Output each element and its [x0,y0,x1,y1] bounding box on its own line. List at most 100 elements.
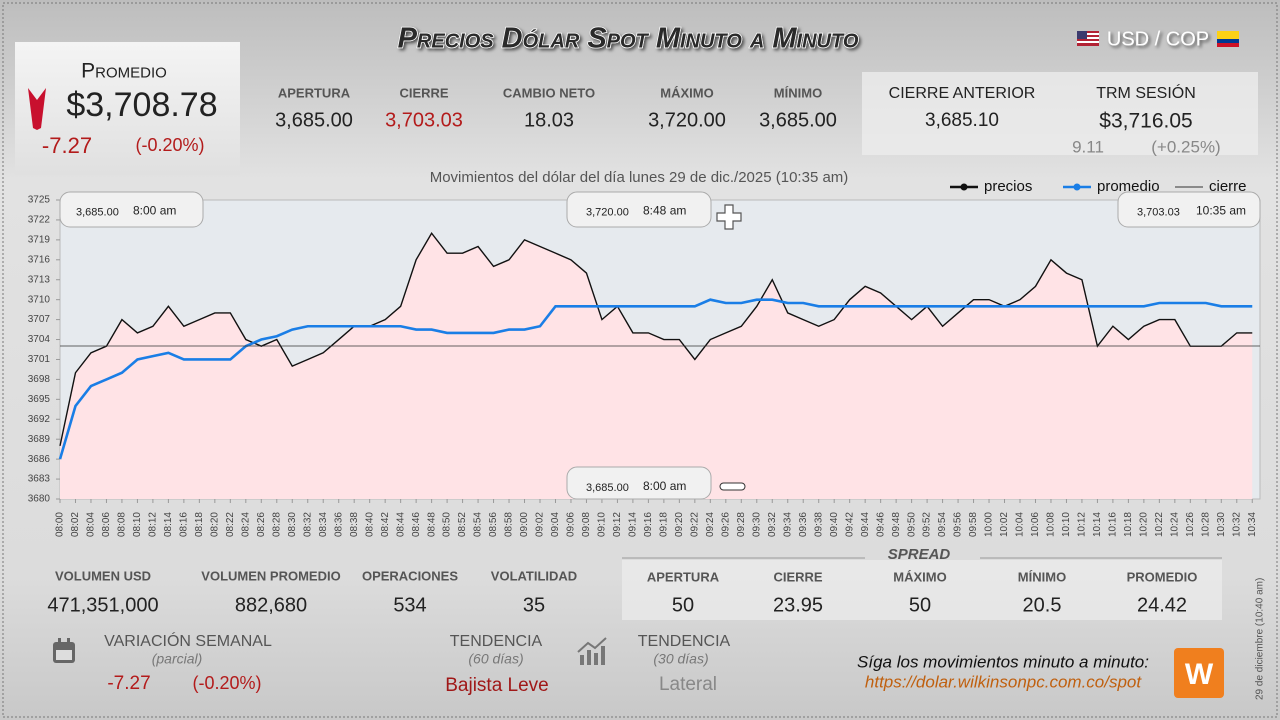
volume-label: VOLATILIDAD [491,568,577,583]
x-tick-label: 09:08 [581,512,592,537]
x-tick-label: 08:54 [473,512,484,537]
spread-value: 50 [909,594,931,616]
promedio-label: Promedio [81,60,167,83]
annotation-price: 3,685.00 [76,206,119,218]
x-tick-label: 08:40 [364,512,375,537]
trend30-value: Lateral [659,674,717,695]
promedio-box [15,42,240,175]
stat-value: 18.03 [524,109,574,131]
x-tick-label: 08:20 [209,512,220,537]
x-tick-label: 09:36 [798,512,809,537]
y-tick-label: 3713 [28,274,51,285]
stat-label: CAMBIO NETO [503,85,595,100]
spread-value: 23.95 [773,594,823,616]
x-tick-label: 09:56 [953,512,964,537]
y-tick-label: 3698 [28,374,51,385]
price-area [60,233,1253,499]
us-flag [1077,31,1099,46]
spread-label: MÁXIMO [893,569,946,584]
x-tick-label: 10:02 [999,512,1010,537]
y-tick-label: 3707 [28,314,51,325]
stat-value: 3,703.03 [385,109,463,131]
annotation-box [59,191,204,228]
x-tick-label: 08:26 [256,512,267,537]
spread-title: SPREAD [888,546,951,563]
x-tick-label: 09:22 [689,512,700,537]
x-tick-label: 10:32 [1231,512,1242,537]
chart-subtitle: Movimientos del dólar del día lunes 29 d… [430,169,849,186]
trend60-label: TENDENCIA [450,633,543,650]
series-line [59,231,1253,446]
previous-label: CIERRE ANTERIOR [889,85,1036,102]
y-tick-label: 3725 [28,195,51,206]
trend30-sub: (30 días) [653,651,708,667]
stat-value: 3,720.00 [648,109,726,131]
x-tick-label: 08:12 [148,512,159,537]
x-tick-label: 08:02 [70,512,81,537]
annotation-time: 8:00 am [133,204,176,218]
co-flag [1217,31,1239,47]
y-tick-label: 3686 [28,454,51,465]
x-tick-label: 10:12 [1077,512,1088,537]
weekly-change: -7.27 [107,673,150,694]
volume-value: 471,351,000 [47,594,158,616]
volume-value: 882,680 [235,594,307,616]
x-tick-label: 10:22 [1154,512,1165,537]
volume-label: VOLUMEN USD [55,568,151,583]
x-tick-label: 08:28 [271,512,282,537]
x-tick-label: 10:24 [1169,512,1180,537]
url-link[interactable]: https://dolar.wilkinsonpc.com.co/spot [865,672,1142,691]
x-tick-label: 10:20 [1139,512,1150,537]
x-tick-label: 09:20 [674,512,685,537]
trend-icon [577,637,607,665]
x-tick-label: 09:04 [550,512,561,537]
annotation-time: 8:00 am [643,479,686,493]
x-tick-label: 09:02 [535,512,546,537]
x-tick-label: 08:18 [194,512,205,537]
trend60-value: Bajista Leve [445,675,549,696]
trend60-sub: (60 días) [468,651,523,667]
y-tick-label: 3719 [28,235,51,246]
spread-label: MÍNIMO [1018,569,1066,584]
legend-label: cierre [1209,178,1247,195]
x-tick-label: 08:04 [86,512,97,537]
x-tick-label: 10:34 [1247,512,1258,537]
annotation-time: 8:48 am [643,204,686,218]
x-tick-label: 09:50 [906,512,917,537]
zoom-icon [716,204,742,230]
x-tick-label: 10:04 [1015,512,1026,537]
x-tick-label: 09:38 [813,512,824,537]
spread-value: 50 [672,594,694,616]
down-arrow [28,88,46,130]
x-tick-label: 08:42 [380,512,391,537]
x-tick-label: 09:40 [829,512,840,537]
spread-label: PROMEDIO [1127,569,1198,584]
x-tick-label: 09:10 [597,512,608,537]
x-tick-label: 10:00 [984,512,995,537]
legend-dot [1073,183,1081,191]
spread-value: 20.5 [1023,594,1062,616]
annotation-box [1117,191,1261,228]
x-tick-label: 10:08 [1046,512,1057,537]
x-tick-label: 10:14 [1092,512,1103,537]
stat-label: MÁXIMO [660,85,713,100]
title: Precios Dólar Spot Minuto a Minuto [398,23,859,55]
x-tick-label: 08:34 [318,512,329,537]
previous-value: 3,685.10 [925,110,999,131]
promedio-change: -7.27 [42,133,92,158]
x-tick-label: 08:46 [411,512,422,537]
x-tick-label: 09:26 [720,512,731,537]
svg-text:W: W [1185,658,1214,691]
y-tick-label: 3710 [28,294,51,305]
trm-change-pct: (+0.25%) [1151,137,1220,156]
x-tick-label: 09:14 [628,512,639,537]
logo: W [1174,648,1224,698]
volume-value: 534 [393,594,426,616]
volume-label: VOLUMEN PROMEDIO [201,568,340,583]
x-tick-label: 08:48 [426,512,437,537]
x-tick-label: 09:58 [968,512,979,537]
x-tick-label: 08:14 [163,512,174,537]
annotation-price: 3,685.00 [586,482,629,494]
annotation-box [566,191,712,228]
